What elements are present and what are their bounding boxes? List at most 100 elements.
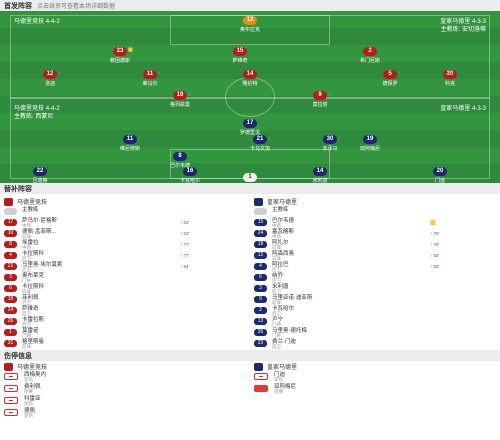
player-name: 莫拉塔 bbox=[312, 102, 328, 108]
sub-name: 巴尔韦德 bbox=[272, 218, 295, 224]
sub-number: 17 bbox=[4, 219, 17, 226]
sub-info: 阿森西奥 前锋 bbox=[272, 251, 294, 261]
player-number: 22 bbox=[33, 167, 47, 176]
sub-info: 卡瓦哈尔 后卫 bbox=[272, 306, 294, 316]
sub-info: 菲利佩 后卫 bbox=[22, 295, 39, 305]
sub-row[interactable]: 18 菲利佩 后卫 bbox=[0, 295, 250, 306]
player-number: 20 bbox=[443, 70, 457, 79]
sub-position: 后卫 bbox=[272, 311, 281, 316]
sub-position: 后卫 bbox=[272, 289, 281, 294]
home-injury-team[interactable]: 马德里竞技 bbox=[0, 361, 250, 372]
home-subs-team[interactable]: 马德里竞技 bbox=[0, 196, 250, 207]
away-injury-team[interactable]: 皇家马德里 bbox=[250, 361, 500, 372]
sub-number: 31 bbox=[4, 340, 17, 347]
sub-name: 马里奥·德托梅 bbox=[272, 328, 307, 334]
sub-position: 后卫 bbox=[22, 267, 31, 272]
sub-row[interactable]: 10 德佩·孟菲斯... 前锋 ↑ 63' bbox=[0, 229, 250, 240]
player-event-icon: ↓ bbox=[138, 135, 140, 140]
injury-name: 琼阿梅尼 bbox=[274, 384, 297, 390]
injury-row[interactable]: 德佩 受伤 bbox=[0, 408, 250, 420]
sub-row[interactable]: 6 卡拉斯科 前锋 bbox=[0, 284, 250, 295]
player-number: 11 bbox=[143, 70, 157, 79]
sub-number bbox=[254, 208, 267, 215]
player-name: 萨维奇 bbox=[232, 58, 248, 64]
injury-name: 科雷亚 bbox=[24, 396, 41, 402]
player-name: 罗德里戈 bbox=[239, 130, 260, 136]
sub-row[interactable]: 18 阿扎尔 前锋 ↑ 76' bbox=[250, 240, 500, 251]
injury-row[interactable]: 西梅奥内 受伤 bbox=[0, 372, 250, 384]
sub-number: 22 bbox=[4, 263, 17, 270]
away-injury-column: 皇家马德里 门迪 受伤 琼阿梅尼 停赛 bbox=[250, 361, 500, 420]
sub-row[interactable]: 31 格里斯曼 前锋 bbox=[0, 339, 250, 350]
sub-info: 卡拉斯科 前锋 bbox=[22, 284, 44, 294]
sub-row[interactable]: 6 纳乔 后卫 bbox=[250, 273, 500, 284]
sub-position: 前锋 bbox=[22, 344, 31, 349]
sub-position: 中场 bbox=[22, 245, 31, 250]
sub-row[interactable]: 22 马里奥·埃尔莫索 后卫 ↑ 84' bbox=[0, 262, 250, 273]
player-name: 门迪 bbox=[434, 178, 445, 183]
sub-row[interactable]: 2 卡瓦哈尔 后卫 bbox=[250, 306, 500, 317]
sub-event: ↑ 63' bbox=[180, 220, 190, 225]
injury-row[interactable]: 科雷亚 受伤 bbox=[0, 396, 250, 408]
sub-row[interactable]: 4 阿拉巴 后卫 ↑ 82' bbox=[250, 262, 500, 273]
sub-info: 埃雷拉 中场 bbox=[22, 240, 39, 250]
player-number: 23 bbox=[113, 47, 127, 56]
injury-status: 停赛 bbox=[274, 389, 283, 394]
sub-row[interactable]: 12 阿森西奥 前锋 ↑ 82' bbox=[250, 251, 500, 262]
player-name: 格列兹曼 bbox=[169, 102, 190, 108]
sub-row[interactable]: 4 卡拉斯科 后卫 ↑ 77' bbox=[0, 251, 250, 262]
sub-event: ↑ 76' bbox=[430, 242, 440, 247]
subs-header: 替补阵容 bbox=[0, 183, 500, 194]
away-legend-name: 皇家马德里 bbox=[440, 106, 471, 112]
sub-row[interactable]: 15 巴尔韦德 中场 🟨 bbox=[250, 218, 500, 229]
player-event-icon: ↓ bbox=[188, 91, 190, 96]
sub-row[interactable]: 1 莫雷诺 门将 bbox=[0, 328, 250, 339]
player-name: 莱马尔 bbox=[142, 81, 158, 87]
sub-row[interactable]: 8 埃雷拉 中场 ↑ 77' bbox=[0, 240, 250, 251]
injury-icon bbox=[4, 373, 18, 380]
sub-position: 后卫 bbox=[272, 278, 281, 283]
player-event-icon: 🟨 bbox=[128, 47, 133, 52]
sub-name: 阿扎尔 bbox=[272, 240, 289, 246]
player-number: 21 bbox=[253, 135, 267, 144]
sub-number: 13 bbox=[254, 318, 267, 325]
player-event-icon: ↓ bbox=[158, 70, 160, 75]
player-name: 卡马文加 bbox=[249, 146, 270, 152]
sub-info: 萨乌尔·尼格斯 中场 bbox=[22, 218, 57, 228]
player-name: 米利唐 bbox=[312, 178, 328, 183]
player-name: 赖因德斯 bbox=[109, 58, 130, 64]
home-injury-column: 马德里竞技 西梅奥内 受伤 费利佩 停赛 科雷亚 受伤 德佩 受伤 bbox=[0, 361, 250, 420]
player-number: 17 bbox=[243, 119, 257, 128]
sub-name: 主教练 bbox=[22, 207, 39, 213]
away-subs-team[interactable]: 皇家马德里 bbox=[250, 196, 500, 207]
player-name: 巴尔韦德 bbox=[169, 163, 190, 169]
sub-row[interactable]: 3 奥布莱克 门将 bbox=[0, 273, 250, 284]
sub-name: 马里亚诺·迪亚斯 bbox=[272, 295, 313, 301]
injury-row[interactable]: 门迪 受伤 bbox=[250, 372, 500, 384]
sub-name: 米利唐 bbox=[272, 284, 289, 290]
sub-row[interactable]: 23 费兰·门迪 后卫 bbox=[250, 339, 500, 350]
sub-row[interactable]: 24 萨维奇 后卫 bbox=[0, 306, 250, 317]
injury-row[interactable]: 琼阿梅尼 停赛 bbox=[250, 384, 500, 396]
sub-position: 门将 bbox=[22, 333, 31, 338]
sub-info: 米利唐 后卫 bbox=[272, 284, 289, 294]
sub-row[interactable]: 17 萨乌尔·尼格斯 中场 ↑ 63' bbox=[0, 218, 250, 229]
sub-position: 前锋 bbox=[272, 300, 281, 305]
sub-row[interactable]: 13 卢宁 门将 bbox=[250, 317, 500, 328]
sub-position: 后卫 bbox=[22, 256, 31, 261]
sub-row[interactable]: 26 马里奥·德托梅 门将 bbox=[250, 328, 500, 339]
sub-row[interactable]: 26 卡雷拉斯 后卫 bbox=[0, 317, 250, 328]
sub-number: 6 bbox=[4, 285, 17, 292]
injury-status: 受伤 bbox=[24, 377, 33, 382]
player-name: 卡瓦哈尔 bbox=[179, 178, 200, 183]
injury-row[interactable]: 费利佩 停赛 bbox=[0, 384, 250, 396]
injury-icon bbox=[4, 385, 18, 392]
sub-row[interactable]: 3 米利唐 后卫 bbox=[250, 284, 500, 295]
player-number: 19 bbox=[363, 135, 377, 144]
sub-number: 9 bbox=[254, 296, 267, 303]
sub-row[interactable]: 9 马里亚诺·迪亚斯 前锋 bbox=[250, 295, 500, 306]
sub-name: 埃雷拉 bbox=[22, 240, 39, 246]
sub-row[interactable]: 24 塞瓦略斯 中场 ↑ 76' bbox=[250, 229, 500, 240]
sub-row[interactable]: 主教练 bbox=[250, 207, 500, 218]
sub-row[interactable]: 主教练 bbox=[0, 207, 250, 218]
